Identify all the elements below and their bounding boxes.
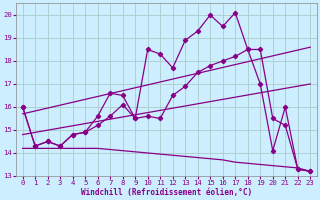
X-axis label: Windchill (Refroidissement éolien,°C): Windchill (Refroidissement éolien,°C): [81, 188, 252, 197]
